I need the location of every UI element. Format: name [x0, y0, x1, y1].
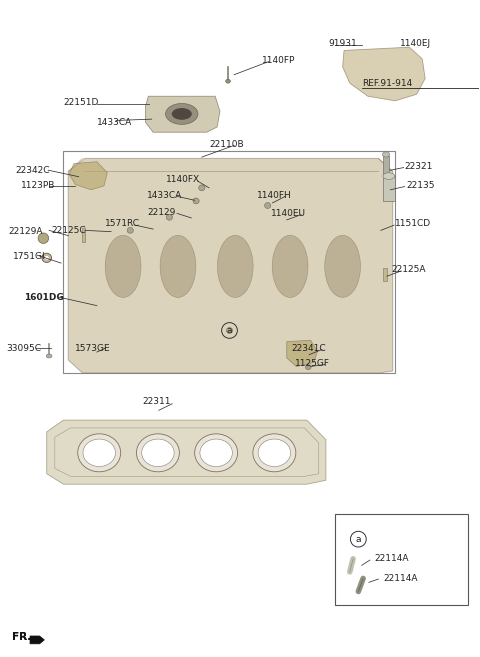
- Text: 1573GE: 1573GE: [75, 344, 111, 353]
- Polygon shape: [287, 340, 317, 367]
- Text: FR.: FR.: [12, 632, 31, 643]
- Text: 22129A: 22129A: [9, 227, 43, 236]
- Ellipse shape: [166, 103, 198, 124]
- Ellipse shape: [83, 439, 116, 466]
- Ellipse shape: [200, 439, 232, 466]
- Text: 22110B: 22110B: [209, 139, 244, 148]
- Bar: [383, 176, 395, 201]
- Text: 1140FH: 1140FH: [257, 191, 291, 200]
- Text: FR.: FR.: [12, 632, 31, 643]
- Bar: [336, 514, 468, 604]
- Text: 22135: 22135: [406, 181, 434, 191]
- Polygon shape: [145, 97, 220, 132]
- Text: 22151D: 22151D: [63, 99, 99, 107]
- Text: a: a: [356, 535, 361, 543]
- Text: 1125GF: 1125GF: [295, 359, 330, 368]
- Ellipse shape: [272, 235, 308, 298]
- Ellipse shape: [136, 434, 180, 472]
- Bar: [383, 156, 389, 177]
- Text: 22125A: 22125A: [392, 265, 426, 274]
- Ellipse shape: [324, 235, 360, 298]
- Ellipse shape: [42, 253, 51, 262]
- Text: 22321: 22321: [405, 162, 433, 171]
- Ellipse shape: [172, 108, 192, 120]
- Text: 22342C: 22342C: [16, 166, 50, 175]
- Ellipse shape: [305, 365, 311, 370]
- Text: 1123PB: 1123PB: [21, 181, 55, 191]
- Text: 1140EJ: 1140EJ: [400, 39, 431, 49]
- Ellipse shape: [253, 434, 296, 472]
- Ellipse shape: [383, 173, 395, 179]
- Polygon shape: [343, 47, 425, 101]
- Text: 22114A: 22114A: [374, 555, 409, 563]
- Ellipse shape: [195, 434, 238, 472]
- Polygon shape: [47, 420, 326, 484]
- Ellipse shape: [199, 185, 205, 191]
- Ellipse shape: [227, 328, 233, 333]
- Text: 1433CA: 1433CA: [97, 118, 132, 127]
- Ellipse shape: [78, 434, 120, 472]
- Text: 1140FP: 1140FP: [262, 56, 295, 65]
- Text: 22311: 22311: [142, 397, 171, 406]
- Ellipse shape: [226, 79, 230, 83]
- Text: 1140FX: 1140FX: [166, 175, 200, 185]
- Ellipse shape: [127, 227, 133, 233]
- Text: 22129: 22129: [147, 208, 175, 217]
- Ellipse shape: [217, 235, 253, 298]
- Text: 1140EU: 1140EU: [271, 209, 306, 218]
- Text: 1571RC: 1571RC: [106, 219, 141, 229]
- Bar: [383, 268, 386, 281]
- Bar: [82, 228, 85, 242]
- Bar: [63, 150, 395, 373]
- Ellipse shape: [142, 439, 174, 466]
- Ellipse shape: [44, 256, 49, 260]
- Ellipse shape: [383, 152, 390, 157]
- Ellipse shape: [46, 354, 52, 358]
- Polygon shape: [69, 162, 108, 190]
- Text: 91931: 91931: [328, 39, 357, 49]
- Text: 1433CA: 1433CA: [147, 191, 182, 200]
- Text: 22341C: 22341C: [291, 344, 326, 353]
- Text: 1601DG: 1601DG: [24, 292, 64, 302]
- Text: 22114A: 22114A: [383, 574, 418, 583]
- Text: 1151CD: 1151CD: [395, 219, 431, 229]
- Text: 22125C: 22125C: [51, 226, 86, 235]
- Ellipse shape: [160, 235, 196, 298]
- Ellipse shape: [105, 235, 141, 298]
- Ellipse shape: [193, 198, 199, 204]
- Ellipse shape: [258, 439, 290, 466]
- Polygon shape: [30, 636, 44, 644]
- Ellipse shape: [38, 233, 48, 244]
- Text: a: a: [227, 326, 232, 335]
- Text: 33095C: 33095C: [6, 344, 41, 353]
- Ellipse shape: [166, 214, 172, 220]
- Text: REF.91-914: REF.91-914: [362, 79, 412, 87]
- Text: 1751GI: 1751GI: [13, 252, 46, 261]
- Polygon shape: [68, 158, 393, 373]
- Ellipse shape: [264, 202, 271, 208]
